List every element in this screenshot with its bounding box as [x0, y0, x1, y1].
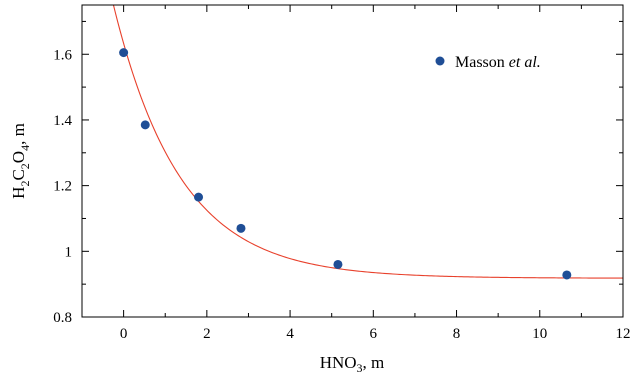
y-axis-title-part: O [9, 151, 28, 163]
y-axis-title-part: C [9, 169, 28, 180]
y-axis-title: H2C2O4, m [9, 123, 32, 199]
x-tick-label: 0 [120, 326, 128, 342]
y-tick-label: 1.6 [53, 47, 72, 63]
y-axis-title-part: , m [9, 123, 28, 145]
y-tick-label: 0.8 [53, 310, 72, 326]
y-axis-title-subscript: 2 [18, 181, 32, 187]
x-tick-label: 12 [616, 326, 631, 342]
plot-frame [81, 4, 624, 318]
data-point [194, 192, 204, 202]
y-axis-title-subscript: 2 [18, 163, 32, 169]
y-tick-label: 1.2 [53, 179, 72, 195]
x-tick-label: 4 [286, 326, 294, 342]
x-tick-label: 8 [453, 326, 461, 342]
fit-curve [112, 5, 623, 279]
x-tick-label: 6 [370, 326, 378, 342]
data-point [140, 120, 150, 130]
data-point [119, 48, 129, 58]
legend-label-name: Masson [455, 54, 505, 71]
legend-marker [435, 56, 445, 66]
legend-label: Masson et al. [455, 54, 541, 71]
data-point [333, 259, 343, 269]
x-axis-title-base: HNO [320, 353, 357, 372]
legend-label-suffix: et al. [509, 54, 541, 71]
legend: Masson et al. [435, 54, 541, 71]
x-tick-label: 10 [532, 326, 547, 342]
data-point [236, 223, 246, 233]
y-axis-title-subscript: 4 [18, 145, 32, 151]
y-axis-title-part: H [9, 187, 28, 199]
x-axis-title-subscript: 3 [357, 361, 363, 374]
x-axis-title-unit: , m [363, 353, 385, 372]
y-tick-label: 1.4 [53, 113, 72, 129]
data-point [562, 270, 572, 280]
y-tick-label: 1 [65, 244, 73, 260]
x-tick-label: 2 [203, 326, 211, 342]
x-axis-title: HNO3, m [320, 353, 385, 374]
